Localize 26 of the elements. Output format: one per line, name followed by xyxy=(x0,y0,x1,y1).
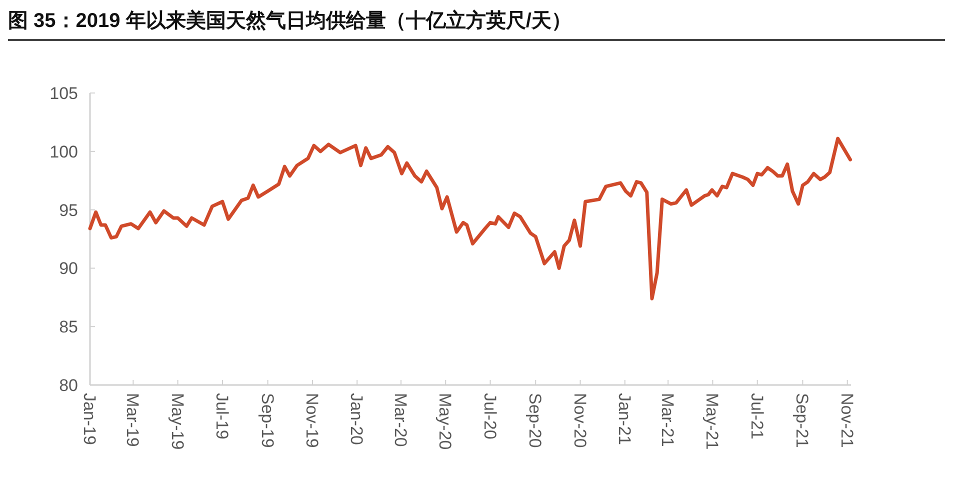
x-tick-label: Nov-21 xyxy=(837,393,856,448)
chart-title: 图 35：2019 年以来美国天然气日均供给量（十亿立方英尺/天） xyxy=(8,9,572,32)
x-tick-label: Mar-21 xyxy=(658,393,678,447)
x-tick-label: Sep-20 xyxy=(526,393,545,448)
x-tick-label: Jul-20 xyxy=(480,393,500,440)
x-tick-label: Jul-21 xyxy=(747,393,766,440)
x-tick-label: Nov-19 xyxy=(302,393,322,448)
y-tick-label: 105 xyxy=(50,84,78,103)
y-tick-label: 85 xyxy=(59,318,78,337)
x-tick-label: Jan-19 xyxy=(80,393,99,445)
line-series xyxy=(88,136,852,300)
y-tick-label: 100 xyxy=(50,142,78,162)
x-tick-label: Jan-20 xyxy=(347,393,366,445)
x-tick-label: Nov-20 xyxy=(570,393,590,448)
x-tick-label: Mar-19 xyxy=(123,393,142,447)
x-tick-label: Sep-19 xyxy=(258,393,277,448)
y-tick-label: 90 xyxy=(59,259,78,278)
x-tick-label: May-19 xyxy=(168,393,187,450)
y-tick-label: 80 xyxy=(59,376,78,395)
x-tick-label: Jan-21 xyxy=(614,393,634,445)
x-tick-label: May-20 xyxy=(436,393,455,450)
x-tick-label: Sep-21 xyxy=(792,393,812,448)
x-tick-label: May-21 xyxy=(702,393,722,450)
y-tick-label: 95 xyxy=(59,200,78,220)
x-tick-label: Mar-20 xyxy=(390,393,410,447)
x-tick-label: Jul-19 xyxy=(212,393,232,440)
